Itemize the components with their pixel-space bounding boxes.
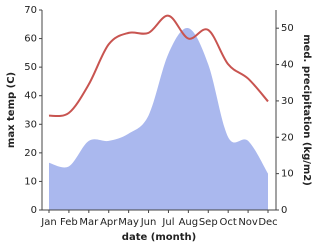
y2-tick-label: 30 xyxy=(281,96,294,107)
x-tick-label: Feb xyxy=(60,217,78,228)
y-tick-label: 40 xyxy=(24,91,37,102)
y-tick-label: 50 xyxy=(24,62,37,73)
y2-tick-label: 0 xyxy=(281,205,287,216)
x-tick-label: Apr xyxy=(100,217,118,228)
x-tick-label: Jan xyxy=(40,217,56,228)
y2-tick-label: 40 xyxy=(281,60,294,71)
y-tick-label: 70 xyxy=(24,5,37,16)
x-tick-label: Dec xyxy=(258,217,277,228)
y-tick-label: 0 xyxy=(31,205,37,216)
x-tick-label: Mar xyxy=(79,217,99,228)
x-tick-label: Jul xyxy=(161,217,174,228)
y2-axis-label: med. precipitation (kg/m2) xyxy=(301,34,312,186)
x-tick-label: Nov xyxy=(238,217,258,228)
x-tick-label: May xyxy=(118,217,139,228)
y-tick-label: 30 xyxy=(24,119,37,130)
precipitation-area xyxy=(49,28,268,211)
y2-tick-label: 10 xyxy=(281,169,294,180)
x-tick-label: Oct xyxy=(220,217,237,228)
y2-tick-label: 20 xyxy=(281,132,294,143)
y-tick-label: 10 xyxy=(24,176,37,187)
y2-tick-label: 50 xyxy=(281,23,294,34)
x-axis-label: date (month) xyxy=(122,232,196,243)
x-tick-label: Jun xyxy=(140,217,157,228)
y-tick-label: 60 xyxy=(24,34,37,45)
x-tick-label: Aug xyxy=(179,217,199,228)
y-tick-label: 20 xyxy=(24,148,37,159)
temp-line xyxy=(48,14,269,118)
x-tick-label: Sep xyxy=(199,217,218,228)
y-axis-label: max temp (C) xyxy=(6,72,17,148)
